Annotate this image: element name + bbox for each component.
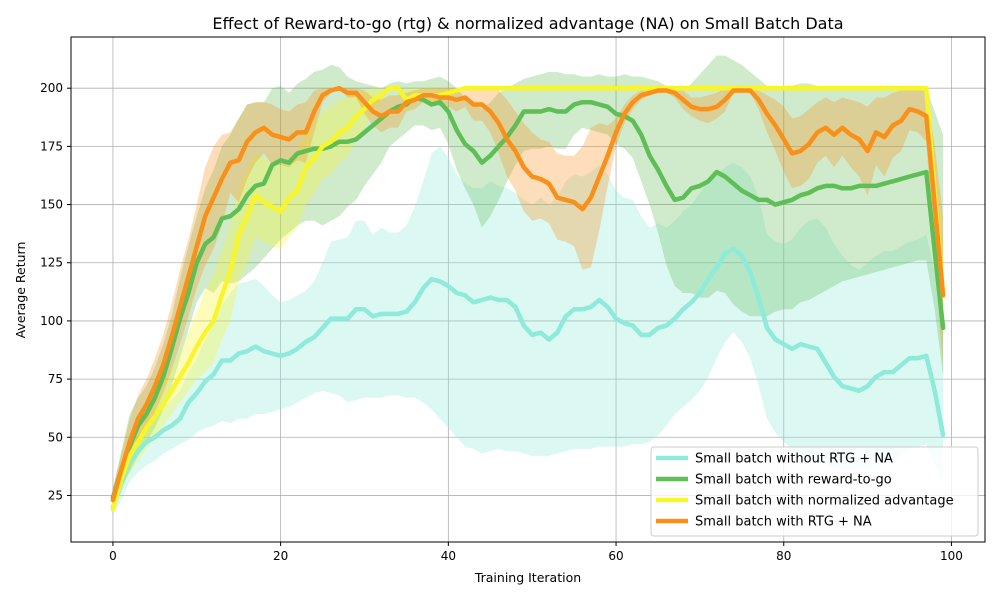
- legend-items: Small batch without RTG + NA Small batch …: [656, 452, 954, 530]
- series-line-2: [110, 95, 946, 501]
- legend-frame: [650, 446, 979, 537]
- y-tick-label: 100: [40, 314, 63, 328]
- x-axis-label: Training Iteration: [474, 570, 581, 585]
- series-band-2: [112, 55, 944, 505]
- legend-label-3: Small batch with normalized advantage: [695, 494, 954, 509]
- x-tick-label: 100: [940, 549, 963, 563]
- series-line-3: [110, 85, 946, 512]
- x-tick-label: 0: [109, 549, 117, 563]
- x-tick-label: 80: [776, 549, 791, 563]
- y-tick-label: 25: [48, 488, 63, 502]
- y-tick-label: 150: [40, 198, 63, 212]
- line-layer: [110, 85, 946, 512]
- y-tick-label: 50: [48, 430, 63, 444]
- legend-label-4: Small batch with RTG + NA: [695, 515, 872, 530]
- legend: Small batch without RTG + NA Small batch …: [650, 446, 979, 537]
- y-tick-label: 175: [40, 139, 63, 153]
- x-tick-label: 40: [441, 549, 456, 563]
- y-tick-label: 200: [40, 81, 63, 95]
- y-axis-label: Average Return: [13, 242, 28, 339]
- plot-frame: [70, 36, 986, 543]
- chart-title: Effect of Reward-to-go (rtg) & normalize…: [212, 14, 843, 33]
- y-tick-label: 75: [48, 372, 63, 386]
- series-line-4: [110, 85, 946, 503]
- y-tick-label: 125: [40, 256, 63, 270]
- x-tick-label: 60: [608, 549, 623, 563]
- legend-label-2: Small batch with reward-to-go: [695, 473, 892, 488]
- series-line-1: [110, 246, 946, 510]
- legend-label-1: Small batch without RTG + NA: [695, 452, 893, 467]
- tick-layer: 0 20 40 60 80 100 25 50 75 100 125 150 175 200: [40, 81, 963, 563]
- x-tick-label: 20: [273, 549, 288, 563]
